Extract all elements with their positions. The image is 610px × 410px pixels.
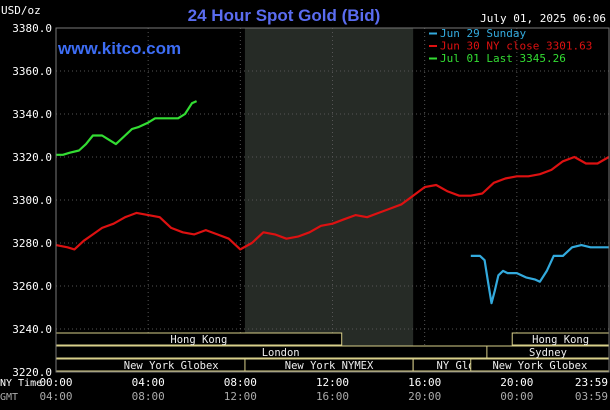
x-tick-label-gmt: 16:00	[316, 390, 349, 403]
x-tick-label-ny: 08:00	[224, 376, 257, 389]
session-label: Hong Kong	[170, 334, 227, 346]
legend-entry: Jun 29 Sunday	[440, 27, 526, 40]
date-label: July 01, 2025 06:06	[480, 12, 606, 25]
y-tick-label: 3380.0	[12, 22, 52, 35]
x-axis-label-gmt: GMT	[0, 392, 18, 403]
x-tick-label-gmt: 08:00	[132, 390, 165, 403]
watermark-text: www.kitco.com	[57, 39, 181, 58]
session-label: Hong Kong	[532, 334, 589, 346]
session-label: Sydney	[529, 347, 567, 359]
session-label: New York NYMEX	[285, 360, 374, 372]
x-tick-label-ny: 20:00	[500, 376, 533, 389]
x-axis-ticks: 00:0004:0004:0008:0008:0012:0012:0016:00…	[39, 376, 608, 403]
unit-label: USD/oz	[1, 4, 41, 17]
y-tick-label: 3220.0	[12, 366, 52, 379]
x-tick-label-ny: 00:00	[39, 376, 72, 389]
series-line-1	[55, 155, 610, 251]
y-tick-label: 3360.0	[12, 65, 52, 78]
legend-entry: Jul 01 Last 3345.26	[440, 52, 566, 65]
price-series	[55, 100, 610, 305]
x-tick-label-gmt: 04:00	[39, 390, 72, 403]
chart-title: 24 Hour Spot Gold (Bid)	[188, 6, 381, 25]
x-tick-label-gmt: 03:59	[575, 390, 608, 403]
x-tick-label-gmt: 12:00	[224, 390, 257, 403]
session-label: New York Globex	[124, 360, 219, 372]
y-axis-ticks: 3380.0 3360.0 3340.0 3320.0 3300.0 3280.0 3260…	[12, 22, 52, 379]
session-label: London	[262, 347, 300, 359]
x-tick-label-ny: 04:00	[132, 376, 165, 389]
x-tick-label-ny: 23:59	[575, 376, 608, 389]
y-tick-label: 3340.0	[12, 108, 52, 121]
y-tick-label: 3260.0	[12, 280, 52, 293]
y-tick-label: 3320.0	[12, 151, 52, 164]
legend-entry: Jun 30 NY close 3301.63	[440, 40, 592, 53]
y-tick-label: 3280.0	[12, 237, 52, 250]
x-tick-label-ny: 16:00	[408, 376, 441, 389]
session-label: New York Globex	[492, 360, 587, 372]
nymex-session-shade	[244, 28, 414, 372]
y-tick-label: 3240.0	[12, 323, 52, 336]
series-line-2	[470, 244, 609, 305]
plot-frame	[55, 27, 610, 373]
x-axis-label-ny: NY Time	[0, 378, 42, 389]
x-tick-label-ny: 12:00	[316, 376, 349, 389]
trading-session-bands: Hong Kong London New York Globex New York N…	[55, 332, 610, 372]
series-line-3	[56, 100, 198, 156]
x-tick-label-gmt: 00:00	[500, 390, 533, 403]
x-tick-label-gmt: 20:00	[408, 390, 441, 403]
y-tick-label: 3300.0	[12, 194, 52, 207]
